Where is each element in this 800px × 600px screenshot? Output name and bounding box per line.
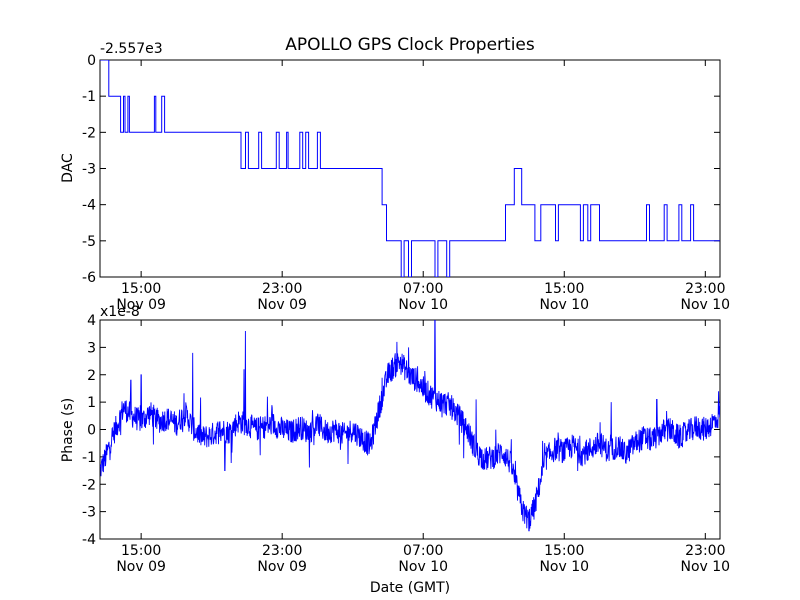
chart-title: APOLLO GPS Clock Properties bbox=[285, 35, 535, 55]
dac-x-tick-date: Nov 09 bbox=[257, 297, 307, 313]
phase-y-tick-label: 4 bbox=[87, 313, 96, 329]
dac-x-tick-date: Nov 10 bbox=[681, 297, 731, 313]
phase-x-tick-time: 15:00 bbox=[121, 543, 161, 559]
phase-y-tick-label: -4 bbox=[82, 532, 96, 548]
phase-x-tick-date: Nov 09 bbox=[116, 559, 166, 575]
phase-y-tick-label: -2 bbox=[82, 477, 96, 493]
dac-y-tick-label: -3 bbox=[82, 162, 96, 178]
dac-x-tick-date: Nov 10 bbox=[539, 297, 589, 313]
phase-x-tick-time: 23:00 bbox=[685, 543, 725, 559]
dac-y-tick-label: -1 bbox=[82, 89, 96, 105]
dac-x-tick-time: 15:00 bbox=[544, 281, 584, 297]
phase-y-tick-label: 1 bbox=[87, 395, 96, 411]
dac-offset-label: -2.557e3 bbox=[100, 41, 163, 57]
phase-x-tick-time: 23:00 bbox=[262, 543, 302, 559]
phase-x-tick-date: Nov 10 bbox=[681, 559, 731, 575]
dac-y-tick-label: -4 bbox=[82, 198, 96, 214]
dac-series-line bbox=[100, 60, 720, 277]
phase-offset-label: x1e-8 bbox=[100, 304, 140, 320]
x-axis-label: Date (GMT) bbox=[370, 580, 450, 596]
dac-y-axis-label: DAC bbox=[60, 153, 76, 183]
dac-x-tick-time: 15:00 bbox=[121, 281, 161, 297]
phase-series-line bbox=[100, 320, 720, 532]
dac-x-tick-date: Nov 10 bbox=[398, 297, 448, 313]
phase-x-tick-date: Nov 10 bbox=[539, 559, 589, 575]
dac-x-tick-time: 07:00 bbox=[403, 281, 443, 297]
phase-x-tick-time: 07:00 bbox=[403, 543, 443, 559]
phase-x-tick-date: Nov 09 bbox=[257, 559, 307, 575]
phase-y-tick-label: 3 bbox=[87, 340, 96, 356]
dac-x-tick-time: 23:00 bbox=[262, 281, 302, 297]
phase-y-tick-label: 0 bbox=[87, 423, 96, 439]
phase-y-tick-label: -3 bbox=[82, 505, 96, 521]
dac-y-tick-label: -6 bbox=[82, 270, 96, 286]
phase-x-tick-time: 15:00 bbox=[544, 543, 584, 559]
phase-plot-frame bbox=[99, 319, 721, 540]
dac-y-tick-label: -2 bbox=[82, 125, 96, 141]
phase-x-tick-date: Nov 10 bbox=[398, 559, 448, 575]
dac-plot-frame bbox=[99, 59, 721, 278]
dac-x-tick-date: Nov 09 bbox=[116, 297, 166, 313]
dac-y-tick-label: -5 bbox=[82, 234, 96, 250]
dac-y-tick-label: 0 bbox=[87, 53, 96, 69]
phase-y-tick-label: -1 bbox=[82, 450, 96, 466]
phase-y-axis-label: Phase (s) bbox=[60, 398, 76, 462]
phase-y-tick-label: 2 bbox=[87, 368, 96, 384]
dac-x-tick-time: 23:00 bbox=[685, 281, 725, 297]
